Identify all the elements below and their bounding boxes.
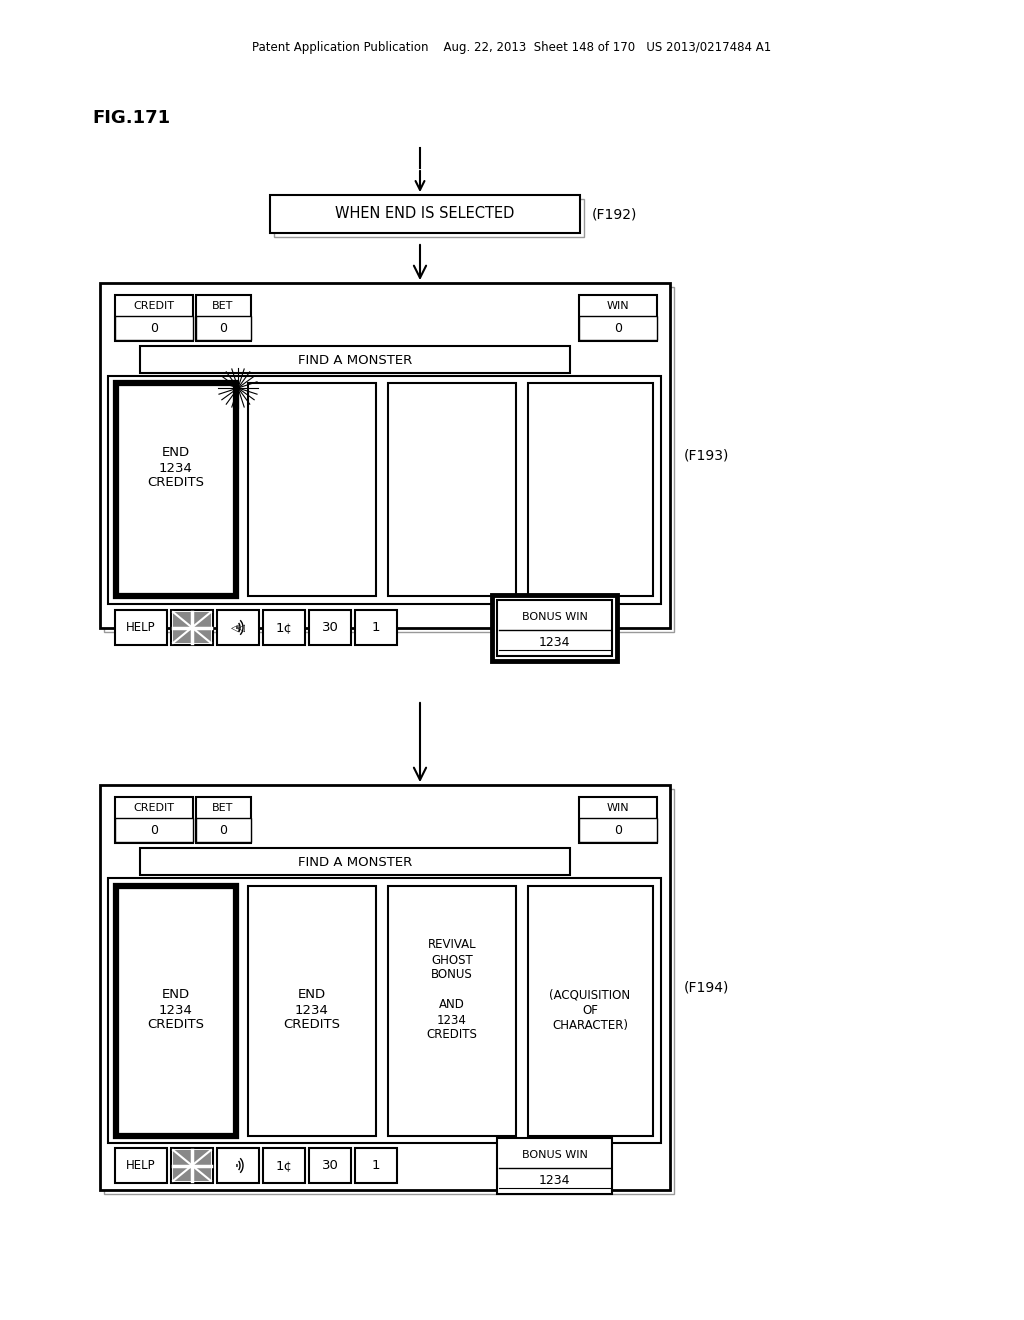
Text: 1: 1 bbox=[372, 620, 380, 634]
Text: BONUS WIN: BONUS WIN bbox=[521, 612, 588, 622]
Bar bbox=[497, 601, 612, 656]
Text: 0: 0 bbox=[219, 322, 227, 334]
Bar bbox=[355, 1148, 397, 1183]
Text: (F194): (F194) bbox=[684, 981, 729, 994]
Bar bbox=[115, 1148, 167, 1183]
Bar bbox=[528, 886, 653, 1137]
Text: 0: 0 bbox=[614, 322, 622, 334]
Bar bbox=[115, 315, 193, 341]
Text: (F193): (F193) bbox=[684, 449, 729, 462]
Bar bbox=[143, 348, 573, 376]
Bar bbox=[196, 818, 251, 842]
Bar bbox=[108, 878, 662, 1143]
Text: 0: 0 bbox=[150, 824, 158, 837]
Text: WIN: WIN bbox=[606, 803, 630, 813]
Text: 0: 0 bbox=[150, 322, 158, 334]
Bar bbox=[196, 315, 251, 341]
Bar bbox=[388, 886, 516, 1137]
Bar bbox=[104, 286, 674, 632]
Text: END
1234
CREDITS: END 1234 CREDITS bbox=[147, 446, 205, 490]
Bar bbox=[116, 383, 236, 597]
Bar bbox=[116, 886, 236, 1137]
Text: WIN: WIN bbox=[606, 301, 630, 312]
Text: BET: BET bbox=[212, 803, 233, 813]
Bar bbox=[309, 610, 351, 645]
Bar bbox=[582, 298, 660, 345]
Bar bbox=[270, 195, 580, 234]
Bar bbox=[196, 797, 251, 843]
Bar bbox=[528, 383, 653, 597]
Text: (ACQUISITION
OF
CHARACTER): (ACQUISITION OF CHARACTER) bbox=[550, 989, 631, 1031]
Text: 1234: 1234 bbox=[539, 636, 570, 649]
Text: (F192): (F192) bbox=[592, 207, 637, 220]
Text: END
1234
CREDITS: END 1234 CREDITS bbox=[147, 989, 205, 1031]
Text: 1234: 1234 bbox=[539, 1175, 570, 1188]
Text: Patent Application Publication    Aug. 22, 2013  Sheet 148 of 170   US 2013/0217: Patent Application Publication Aug. 22, … bbox=[252, 41, 772, 54]
Bar bbox=[582, 800, 660, 846]
Text: CREDIT: CREDIT bbox=[133, 301, 174, 312]
Bar bbox=[173, 612, 211, 643]
Bar bbox=[497, 1138, 612, 1195]
Bar bbox=[196, 294, 251, 341]
Bar bbox=[104, 789, 674, 1195]
Bar bbox=[248, 886, 376, 1137]
Text: HELP: HELP bbox=[126, 1159, 156, 1172]
Text: 1¢: 1¢ bbox=[275, 1159, 293, 1172]
Bar bbox=[171, 610, 213, 645]
Text: BONUS WIN: BONUS WIN bbox=[521, 1150, 588, 1160]
Bar bbox=[579, 315, 657, 341]
Bar bbox=[248, 383, 376, 597]
Text: FIG.171: FIG.171 bbox=[92, 110, 170, 127]
Bar bbox=[115, 294, 193, 341]
Bar bbox=[140, 346, 570, 374]
Text: 30: 30 bbox=[322, 1159, 339, 1172]
Bar bbox=[579, 294, 657, 341]
Bar bbox=[274, 199, 584, 238]
Text: FIND A MONSTER: FIND A MONSTER bbox=[298, 354, 412, 367]
Text: 1: 1 bbox=[372, 1159, 380, 1172]
Text: HELP: HELP bbox=[126, 620, 156, 634]
Text: REVIVAL
GHOST
BONUS

AND
1234
CREDITS: REVIVAL GHOST BONUS AND 1234 CREDITS bbox=[427, 939, 477, 1041]
Bar bbox=[115, 610, 167, 645]
Text: ◁◁: ◁◁ bbox=[230, 623, 246, 632]
Bar bbox=[263, 610, 305, 645]
Text: BET: BET bbox=[212, 301, 233, 312]
Bar bbox=[115, 797, 193, 843]
Bar bbox=[173, 1150, 211, 1181]
Bar bbox=[100, 282, 670, 628]
Text: 0: 0 bbox=[614, 824, 622, 837]
Bar bbox=[492, 595, 617, 661]
Bar bbox=[115, 818, 193, 842]
Bar bbox=[217, 610, 259, 645]
Text: 1¢: 1¢ bbox=[275, 620, 293, 634]
Bar bbox=[108, 376, 662, 605]
Text: END
1234
CREDITS: END 1234 CREDITS bbox=[284, 989, 341, 1031]
Bar bbox=[140, 847, 570, 875]
Bar bbox=[171, 1148, 213, 1183]
Bar bbox=[100, 785, 670, 1191]
Text: 30: 30 bbox=[322, 620, 339, 634]
Bar bbox=[355, 610, 397, 645]
Bar bbox=[217, 1148, 259, 1183]
Bar bbox=[309, 1148, 351, 1183]
Bar bbox=[579, 797, 657, 843]
Text: WHEN END IS SELECTED: WHEN END IS SELECTED bbox=[335, 206, 515, 222]
Bar bbox=[143, 851, 573, 878]
Bar bbox=[263, 1148, 305, 1183]
Text: 0: 0 bbox=[219, 824, 227, 837]
Bar bbox=[579, 818, 657, 842]
Text: CREDIT: CREDIT bbox=[133, 803, 174, 813]
Bar bbox=[388, 383, 516, 597]
Text: FIND A MONSTER: FIND A MONSTER bbox=[298, 855, 412, 869]
